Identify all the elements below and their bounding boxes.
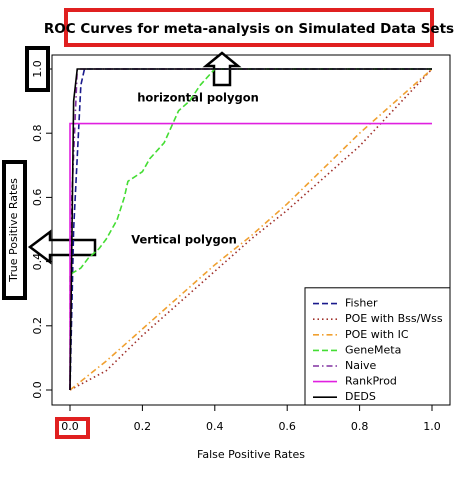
y-tick-label: 0.8 [31, 124, 44, 142]
legend-box [304, 287, 451, 406]
x-tick-label: 0.8 [351, 420, 369, 433]
y-tick-label: 1.0 [31, 60, 44, 78]
x-tick-label: 0.4 [206, 420, 224, 433]
chart-title: ROC Curves for meta-analysis on Simulate… [44, 21, 454, 37]
x-tick-label: 0.0 [61, 420, 79, 433]
legend-label: DEDS [345, 390, 376, 403]
y-axis-label: True Positive Rates [7, 178, 20, 283]
arrow [27, 229, 97, 265]
x-tick-label: 1.0 [423, 420, 441, 433]
roc-curve [69, 68, 432, 391]
legend-label: GeneMeta [345, 343, 401, 356]
y-tick-label: 0.0 [31, 381, 44, 399]
x-tick-label: 0.6 [278, 420, 296, 433]
y-tick-label: 0.4 [31, 253, 44, 271]
y-tick-label: 0.6 [31, 189, 44, 207]
roc-curve [69, 68, 433, 391]
highlight-box [2, 160, 27, 300]
annotation: Vertical polygon [131, 233, 237, 247]
legend-label: POE with Bss/Wss [345, 312, 443, 325]
roc-curve [69, 68, 432, 390]
annotation: horizontal polygon [137, 91, 259, 105]
legend-label: Naive [345, 359, 377, 372]
highlight-box [55, 417, 90, 439]
legend-label: Fisher [345, 297, 378, 310]
legend-label: RankProd [345, 375, 397, 388]
x-axis-label: False Positive Rates [197, 448, 305, 461]
legend-label: POE with IC [345, 328, 409, 341]
y-tick-label: 0.2 [31, 317, 44, 335]
roc-curve [69, 122, 432, 390]
x-tick-label: 0.2 [134, 420, 152, 433]
title-box [64, 8, 434, 47]
